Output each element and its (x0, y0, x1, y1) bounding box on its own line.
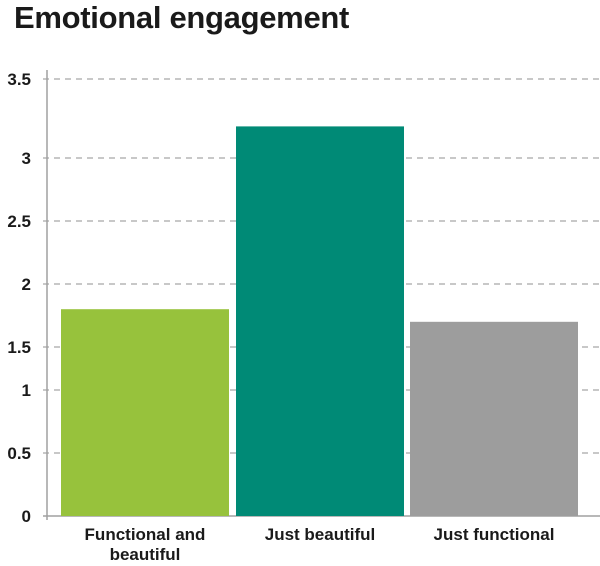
y-tick-label: 0.5 (7, 444, 31, 463)
y-tick-label: 3 (22, 149, 31, 168)
y-tick-label: 2 (22, 275, 31, 294)
x-category-label: Just functional (434, 525, 555, 544)
x-category-label: beautiful (110, 545, 181, 564)
y-tick-label: 0 (22, 507, 31, 526)
y-tick-label: 1 (22, 381, 31, 400)
chart-title: Emotional engagement (14, 0, 350, 35)
bar-0 (61, 309, 229, 516)
y-tick-label: 1.5 (7, 338, 31, 357)
bar-1 (236, 126, 404, 517)
x-category-label: Functional and (85, 525, 206, 544)
y-tick-label: 3.5 (7, 70, 31, 89)
x-category-label: Just beautiful (265, 525, 376, 544)
y-tick-label: 2.5 (7, 212, 31, 231)
bar-2 (410, 321, 578, 516)
